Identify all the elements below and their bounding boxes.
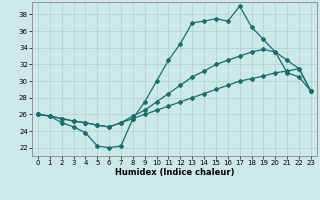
X-axis label: Humidex (Indice chaleur): Humidex (Indice chaleur): [115, 168, 234, 177]
